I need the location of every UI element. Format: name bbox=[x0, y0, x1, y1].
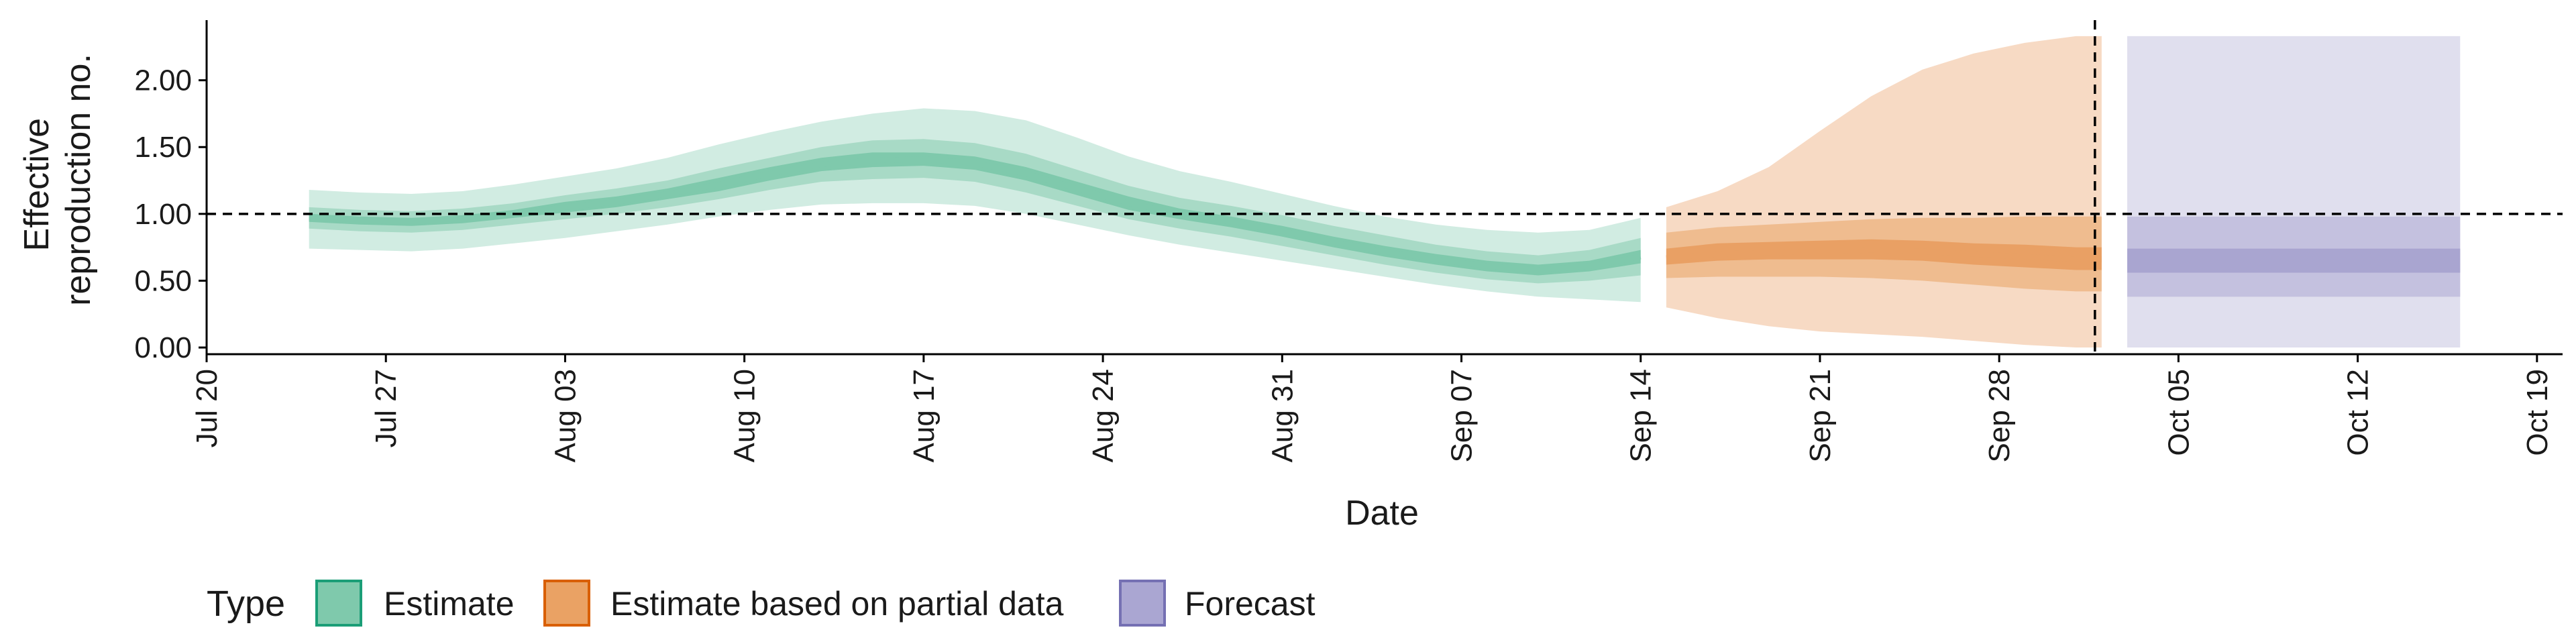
x-tick-label: Sep 28 bbox=[1983, 369, 2016, 462]
legend-key-forecast bbox=[1119, 580, 1166, 627]
y-tick-label: 2.00 bbox=[134, 64, 192, 97]
legend-key-estimate bbox=[315, 580, 362, 627]
legend-label-partial: Estimate based on partial data bbox=[610, 585, 1064, 623]
estimate-ci90-band bbox=[309, 108, 1641, 303]
x-tick-label: Sep 21 bbox=[1804, 369, 1837, 462]
x-tick-label: Aug 17 bbox=[908, 369, 941, 462]
x-tick-label: Aug 10 bbox=[729, 369, 761, 462]
y-tick-label: 0.50 bbox=[134, 264, 192, 297]
x-tick-label: Aug 31 bbox=[1266, 369, 1299, 462]
y-tick-label: 0.00 bbox=[134, 331, 192, 364]
legend: Type Estimate Estimate based on partial … bbox=[207, 580, 1316, 627]
x-tick-label: Aug 03 bbox=[549, 369, 582, 462]
y-tick-label: 1.00 bbox=[134, 198, 192, 231]
legend-key-partial bbox=[543, 580, 590, 627]
x-tick-label: Jul 20 bbox=[191, 369, 223, 447]
x-tick-label: Sep 14 bbox=[1625, 369, 1658, 462]
forecast-ci20-band bbox=[2127, 248, 2461, 273]
x-axis-ticks: Jul 20 Jul 27 Aug 03 Aug 10 Aug 17 Aug 24 Aug … bbox=[191, 354, 2554, 462]
legend-label-forecast: Forecast bbox=[1185, 585, 1316, 623]
x-tick-label: Oct 19 bbox=[2521, 369, 2554, 456]
x-tick-label: Jul 27 bbox=[370, 369, 402, 447]
x-tick-label: Oct 05 bbox=[2162, 369, 2195, 456]
y-axis-title-line-2: reproduction no. bbox=[59, 54, 98, 306]
y-axis-ticks: 0.00 0.50 1.00 1.50 2.00 bbox=[134, 64, 207, 364]
x-tick-label: Oct 12 bbox=[2342, 369, 2375, 456]
forecast-ci90-band bbox=[2127, 36, 2461, 348]
estimate-based-on-partial-data-median-line bbox=[1666, 247, 2102, 262]
estimate-median-line bbox=[309, 156, 1642, 273]
y-axis-title: Effective reproduction no. bbox=[17, 54, 98, 306]
median-lines bbox=[309, 156, 2102, 273]
legend-label-estimate: Estimate bbox=[384, 585, 515, 623]
y-axis-title-line-1: Effective bbox=[17, 118, 56, 251]
x-axis-title: Date bbox=[1345, 494, 1419, 533]
legend-title: Type bbox=[207, 584, 285, 624]
estimate-ci20-band bbox=[309, 152, 1641, 276]
credible-interval-bands bbox=[309, 36, 2461, 348]
x-tick-label: Aug 24 bbox=[1087, 369, 1120, 462]
estimate-based-on-partial-data-ci20-band bbox=[1666, 239, 2102, 270]
x-tick-label: Sep 07 bbox=[1446, 369, 1479, 462]
estimate-based-on-partial-data-ci90-band bbox=[1666, 36, 2102, 348]
estimate-ci50-band bbox=[309, 139, 1641, 284]
y-tick-label: 1.50 bbox=[134, 131, 192, 164]
